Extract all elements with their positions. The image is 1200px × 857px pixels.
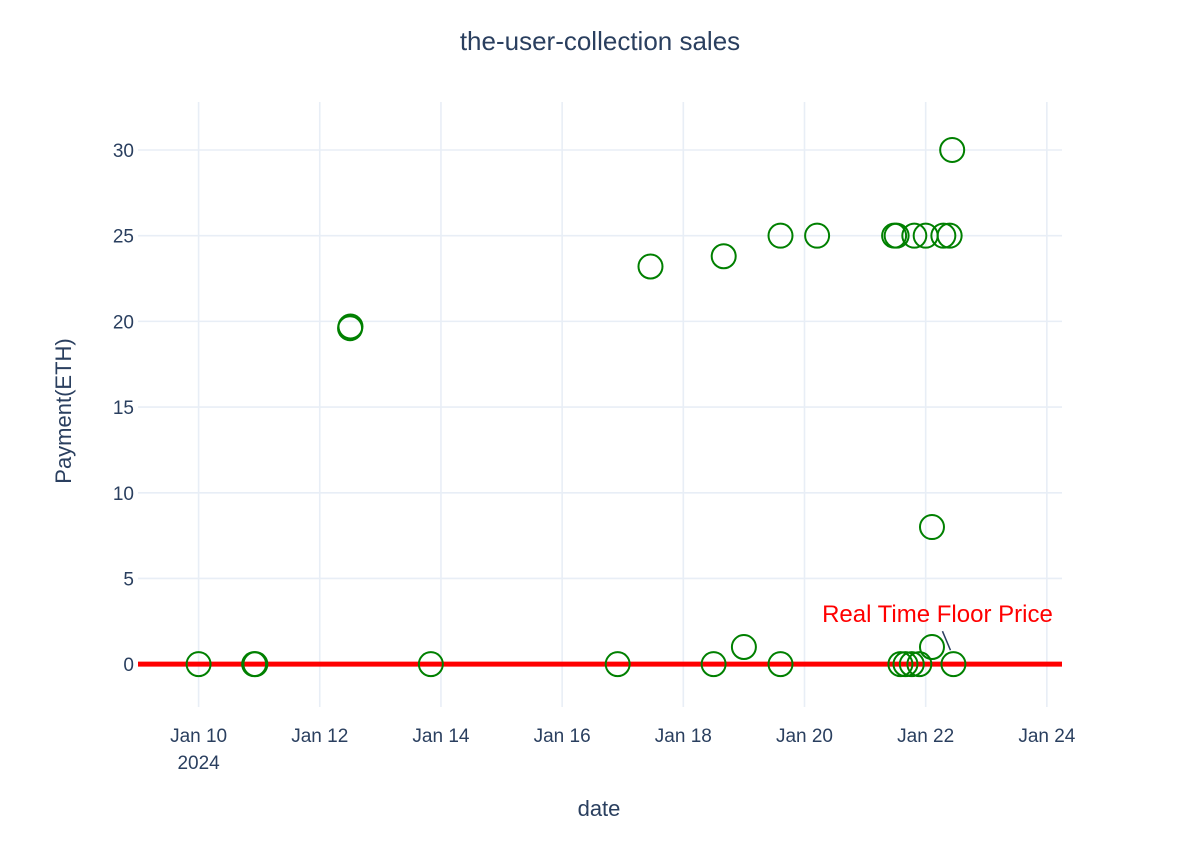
y-tick-label: 0 [123, 655, 134, 676]
y-axis-title: Payment(ETH) [51, 338, 76, 483]
sale-marker [242, 651, 269, 678]
sale-marker [767, 222, 794, 249]
x-tick-year-label: 2024 [177, 753, 220, 774]
sale-marker [337, 313, 364, 340]
sale-marker [804, 222, 831, 249]
y-tick-label: 5 [123, 569, 134, 590]
sale-marker [887, 651, 914, 678]
annotation-arrow [941, 630, 952, 651]
y-tick-label: 30 [113, 141, 134, 162]
sale-marker [892, 651, 919, 678]
x-tick-label: Jan 18 [655, 726, 712, 747]
annotations: Real Time Floor Price [822, 601, 1053, 651]
sale-marker [604, 651, 631, 678]
x-axis-ticks: Jan 10 2024 Jan 12 Jan 14 Jan 16 Jan 18 Jan 20… [170, 726, 1076, 774]
sale-marker [918, 634, 945, 661]
x-tick-label: Jan 12 [291, 726, 348, 747]
sale-marker [883, 222, 910, 249]
sale-marker [930, 222, 957, 249]
sale-marker [767, 651, 794, 678]
sales-markers [185, 136, 967, 678]
sale-marker [185, 651, 212, 678]
x-tick-label: Jan 16 [534, 726, 591, 747]
sale-marker [936, 222, 963, 249]
y-tick-label: 10 [113, 484, 134, 505]
sale-marker [906, 651, 933, 678]
sale-marker [901, 222, 928, 249]
floor-price-annotation: Real Time Floor Price [822, 601, 1053, 628]
sale-marker [710, 243, 737, 270]
x-axis-title: date [578, 796, 621, 821]
x-tick-label: Jan 20 [776, 726, 833, 747]
sale-marker [940, 651, 967, 678]
x-tick-label: Jan 24 [1018, 726, 1075, 747]
y-axis-ticks: 0 5 10 15 20 25 30 [113, 141, 134, 676]
y-tick-label: 15 [113, 398, 134, 419]
x-tick-label: Jan 22 [897, 726, 954, 747]
sale-marker [730, 634, 757, 661]
x-tick-label: Jan 10 [170, 726, 227, 747]
sale-marker [918, 514, 945, 541]
gridlines [138, 102, 1062, 707]
y-tick-label: 25 [113, 227, 134, 248]
sale-marker [417, 651, 444, 678]
sale-marker [939, 136, 966, 163]
sale-marker [700, 651, 727, 678]
y-tick-label: 20 [113, 312, 134, 333]
x-tick-label: Jan 14 [412, 726, 469, 747]
chart-title: the-user-collection sales [460, 26, 740, 56]
sale-marker [637, 253, 664, 280]
sale-marker [898, 651, 925, 678]
